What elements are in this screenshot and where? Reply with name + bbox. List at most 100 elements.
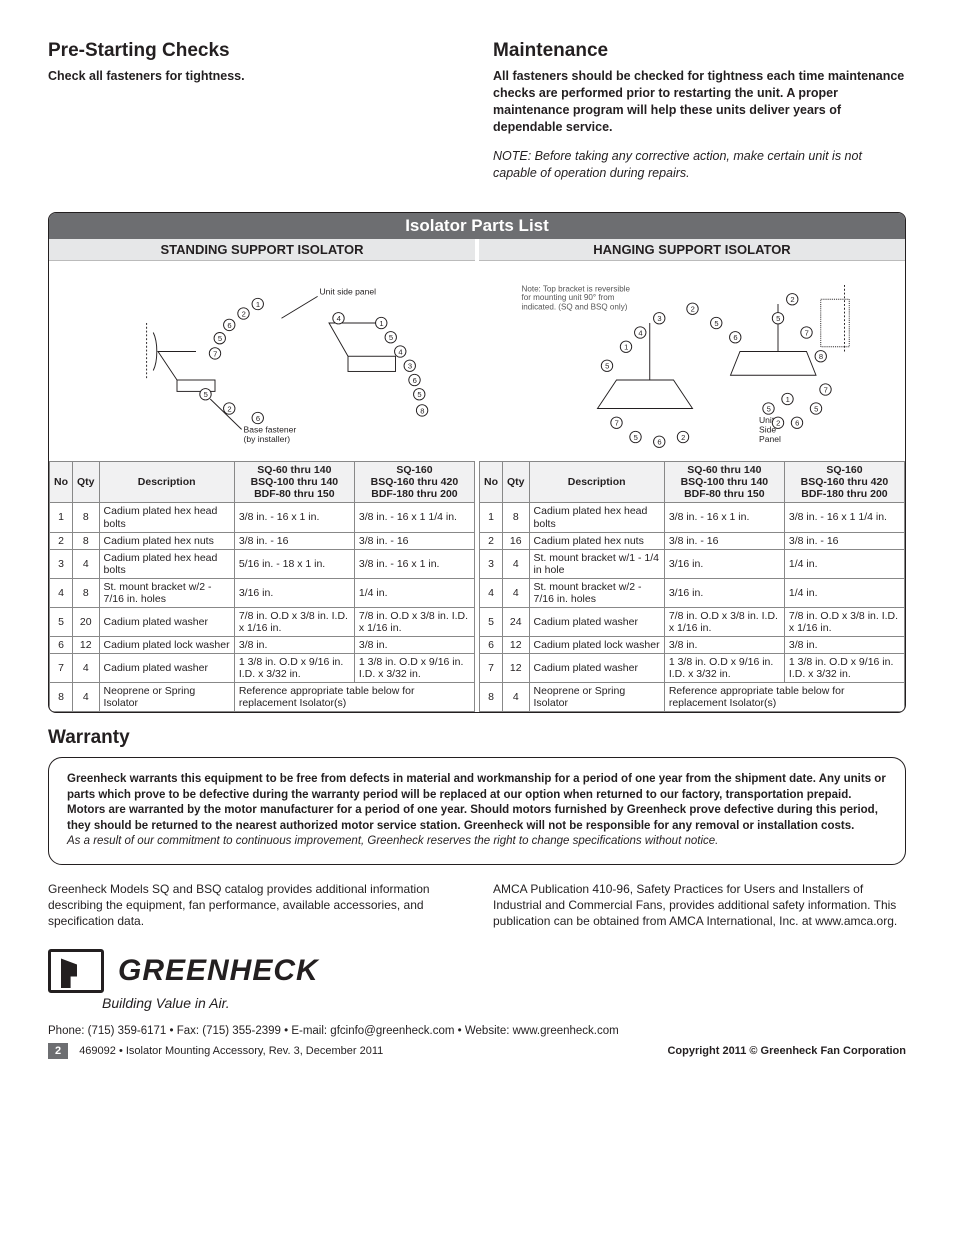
table-row: 44St. mount bracket w/2 - 7/16 in. holes…: [480, 578, 905, 607]
svg-text:2: 2: [790, 295, 794, 304]
prestart-heading: Pre-Starting Checks: [48, 40, 461, 62]
svg-text:5: 5: [605, 362, 609, 371]
isolator-parts-list: Isolator Parts List STANDING SUPPORT ISO…: [48, 212, 906, 713]
svg-text:2: 2: [776, 419, 780, 428]
hanging-diagram: Note: Top bracket is reversible for moun…: [479, 261, 905, 461]
svg-text:6: 6: [733, 333, 737, 342]
table-row: 524Cadium plated washer7/8 in. O.D x 3/8…: [480, 607, 905, 636]
svg-text:7: 7: [213, 350, 217, 359]
svg-text:3: 3: [657, 314, 661, 323]
maintenance-note: NOTE: Before taking any corrective actio…: [493, 148, 906, 182]
svg-text:2: 2: [681, 433, 685, 442]
svg-text:8: 8: [818, 352, 822, 361]
svg-text:5: 5: [388, 333, 392, 342]
brand-tagline: Building Value in Air.: [102, 995, 906, 1011]
svg-text:Base fastener: Base fastener: [243, 425, 296, 435]
svg-text:6: 6: [412, 376, 416, 385]
svg-text:5: 5: [217, 334, 221, 343]
col-qty: Qty: [73, 462, 100, 503]
svg-text:1: 1: [255, 300, 259, 309]
svg-text:5: 5: [203, 390, 207, 399]
svg-text:5: 5: [766, 405, 770, 414]
col-desc: Description: [529, 462, 664, 503]
svg-text:7: 7: [804, 329, 808, 338]
standing-isolator-panel: STANDING SUPPORT ISOLATOR Unit side pane…: [49, 239, 475, 712]
svg-text:6: 6: [255, 414, 259, 423]
hanging-diagram-svg: Note: Top bracket is reversible for moun…: [493, 266, 892, 456]
svg-text:4: 4: [336, 314, 340, 323]
svg-text:Unit side panel: Unit side panel: [319, 287, 376, 297]
svg-text:4: 4: [638, 329, 642, 338]
table-row: 34St. mount bracket w/1 - 1/4 in hole3/1…: [480, 549, 905, 578]
svg-text:3: 3: [407, 362, 411, 371]
page-number: 2: [48, 1043, 68, 1059]
copyright: Copyright 2011 © Greenheck Fan Corporati…: [667, 1045, 906, 1057]
svg-text:5: 5: [417, 390, 421, 399]
warranty-box: Greenheck warrants this equipment to be …: [48, 757, 906, 865]
svg-text:2: 2: [690, 305, 694, 314]
warranty-heading: Warranty: [48, 727, 906, 749]
svg-text:Panel: Panel: [759, 434, 781, 444]
table-row: 28Cadium plated hex nuts3/8 in. - 163/8 …: [50, 532, 475, 549]
contact-line: Phone: (715) 359-6171 • Fax: (715) 355-2…: [48, 1025, 906, 1037]
col-no: No: [50, 462, 73, 503]
svg-text:2: 2: [241, 310, 245, 319]
svg-text:6: 6: [657, 438, 661, 447]
brand-block: GREENHECK Building Value in Air.: [48, 949, 906, 1011]
svg-text:5: 5: [776, 314, 780, 323]
table-row: 712Cadium plated washer1 3/8 in. O.D x 9…: [480, 654, 905, 683]
table-row: 48St. mount bracket w/2 - 7/16 in. holes…: [50, 578, 475, 607]
intro-columns: Pre-Starting Checks Check all fasteners …: [48, 40, 906, 194]
standing-diagram: Unit side panel Base fastener (by instal…: [49, 261, 475, 461]
svg-text:5: 5: [633, 433, 637, 442]
col-spec-a: SQ-60 thru 140 BSQ-100 thru 140 BDF-80 t…: [234, 462, 354, 503]
col-spec-a: SQ-60 thru 140 BSQ-100 thru 140 BDF-80 t…: [664, 462, 784, 503]
bottom-right-text: AMCA Publication 410-96, Safety Practice…: [493, 881, 906, 930]
svg-text:1: 1: [624, 343, 628, 352]
svg-text:5: 5: [814, 405, 818, 414]
table-row: 612Cadium plated lock washer3/8 in.3/8 i…: [480, 637, 905, 654]
prestart-text: Check all fasteners for tightness.: [48, 68, 461, 85]
table-row: 84Neoprene or Spring IsolatorReference a…: [480, 683, 905, 712]
hanging-isolator-panel: HANGING SUPPORT ISOLATOR Note: Top brack…: [475, 239, 905, 712]
table-row: 18Cadium plated hex head bolts3/8 in. - …: [480, 503, 905, 532]
svg-text:1: 1: [379, 319, 383, 328]
standing-rows: 18Cadium plated hex head bolts3/8 in. - …: [50, 503, 475, 712]
warranty-disclaimer: As a result of our commitment to continu…: [67, 835, 718, 847]
standing-header: STANDING SUPPORT ISOLATOR: [49, 239, 475, 261]
table-row: 18Cadium plated hex head bolts3/8 in. - …: [50, 503, 475, 532]
svg-text:7: 7: [614, 419, 618, 428]
hanging-header: HANGING SUPPORT ISOLATOR: [479, 239, 905, 261]
col-desc: Description: [99, 462, 234, 503]
svg-text:8: 8: [420, 407, 424, 416]
col-spec-b: SQ-160 BSQ-160 thru 420 BDF-180 thru 200: [354, 462, 474, 503]
doc-id: 469092 • Isolator Mounting Accessory, Re…: [79, 1045, 383, 1057]
maintenance-text: All fasteners should be checked for tigh…: [493, 68, 906, 136]
table-row: 216Cadium plated hex nuts3/8 in. - 163/8…: [480, 532, 905, 549]
table-row: 34Cadium plated hex head bolts5/16 in. -…: [50, 549, 475, 578]
isolator-title: Isolator Parts List: [49, 213, 905, 239]
svg-text:5: 5: [714, 319, 718, 328]
hanging-parts-table: No Qty Description SQ-60 thru 140 BSQ-10…: [479, 461, 905, 712]
maintenance-section: Maintenance All fasteners should be chec…: [493, 40, 906, 194]
page-footer: 2 469092 • Isolator Mounting Accessory, …: [48, 1045, 906, 1057]
warranty-body: Greenheck warrants this equipment to be …: [67, 773, 886, 832]
svg-text:2: 2: [227, 405, 231, 414]
svg-text:1: 1: [785, 395, 789, 404]
svg-text:6: 6: [795, 419, 799, 428]
bottom-columns: Greenheck Models SQ and BSQ catalog prov…: [48, 881, 906, 930]
table-row: 84Neoprene or Spring IsolatorReference a…: [50, 683, 475, 712]
table-row: 520Cadium plated washer7/8 in. O.D x 3/8…: [50, 607, 475, 636]
prestart-section: Pre-Starting Checks Check all fasteners …: [48, 40, 461, 194]
maintenance-heading: Maintenance: [493, 40, 906, 62]
col-no: No: [480, 462, 503, 503]
svg-text:7: 7: [823, 386, 827, 395]
table-row: 74Cadium plated washer1 3/8 in. O.D x 9/…: [50, 654, 475, 683]
col-spec-b: SQ-160 BSQ-160 thru 420 BDF-180 thru 200: [784, 462, 904, 503]
standing-parts-table: No Qty Description SQ-60 thru 140 BSQ-10…: [49, 461, 475, 712]
table-row: 612Cadium plated lock washer3/8 in.3/8 i…: [50, 637, 475, 654]
bottom-left-text: Greenheck Models SQ and BSQ catalog prov…: [48, 881, 461, 930]
standing-diagram-svg: Unit side panel Base fastener (by instal…: [63, 266, 462, 456]
hanging-rows: 18Cadium plated hex head bolts3/8 in. - …: [480, 503, 905, 712]
svg-text:4: 4: [398, 348, 402, 357]
